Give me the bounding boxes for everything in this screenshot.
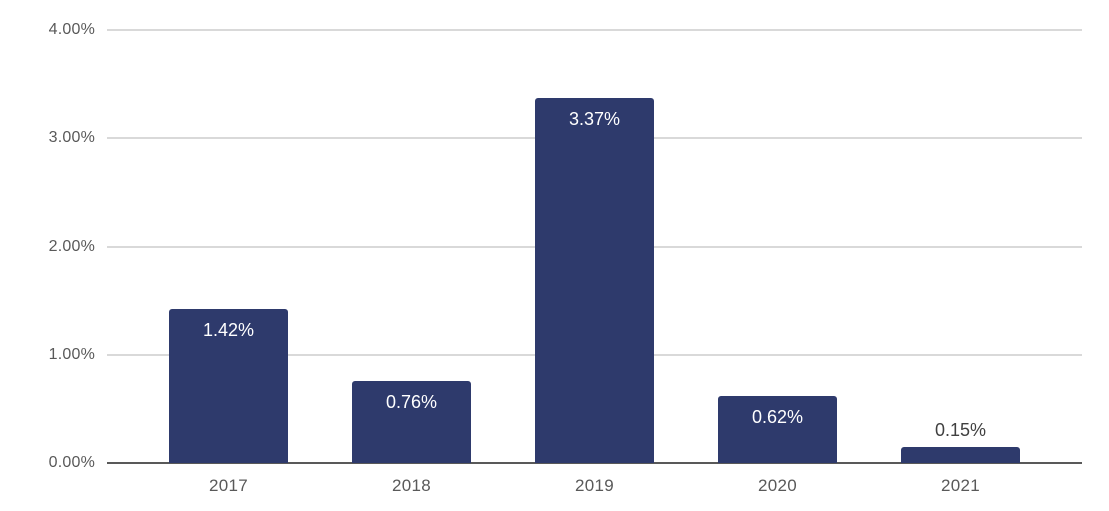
bar-value-label: 1.42% [202, 320, 255, 341]
bar-value-label: 0.15% [934, 419, 987, 440]
y-axis-tick-label: 2.00% [48, 237, 95, 255]
y-axis-tick-label: 0.00% [48, 454, 95, 471]
bar-2017 [169, 309, 288, 463]
x-axis-tick-label: 2020 [757, 476, 798, 495]
bar-value-label: 3.37% [568, 109, 621, 130]
x-axis-tick-label: 2021 [940, 476, 981, 495]
x-axis-tick-label: 2018 [391, 476, 432, 495]
gridline [107, 29, 1082, 31]
x-axis-tick-label: 2017 [208, 476, 249, 495]
y-axis-tick-label: 3.00% [48, 129, 95, 147]
bar-value-label: 0.76% [385, 391, 438, 412]
x-axis-line [107, 462, 1082, 464]
bar-2018 [352, 380, 471, 463]
y-axis-tick-label: 4.00% [48, 21, 95, 38]
bar-value-label: 0.62% [751, 406, 804, 427]
x-axis-tick-label: 2019 [574, 476, 615, 495]
bar-2021 [901, 446, 1020, 463]
bar-2019 [535, 98, 654, 463]
y-axis-tick-label: 1.00% [48, 345, 95, 363]
bar-2020 [718, 395, 837, 463]
